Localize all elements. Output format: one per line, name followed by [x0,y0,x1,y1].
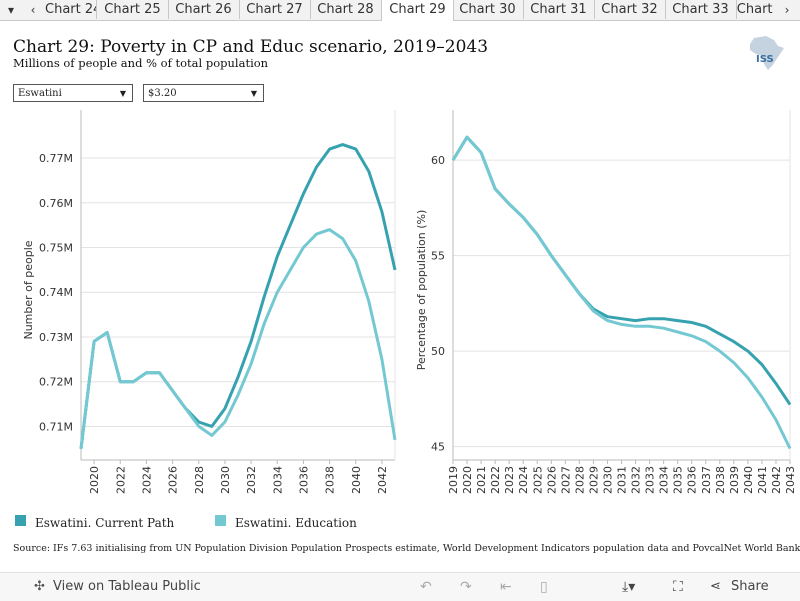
tableau-icon: ✣ [34,579,45,594]
x-tick-label: 2037 [700,466,713,494]
legend-label-current-path: Eswatini. Current Path [35,516,175,530]
x-tick-label: 2040 [350,466,363,494]
x-tick-label: 2034 [271,466,284,494]
x-tick-label: 2032 [630,466,643,494]
chevron-down-icon: ▼ [119,89,126,98]
x-tick-label: 2021 [475,466,488,494]
legend-label-education: Eswatini. Education [235,516,357,530]
legend-swatch-education [215,515,226,526]
tab-chart-29[interactable]: Chart 29 [381,0,454,21]
tab-prev-button[interactable]: ‹ [30,3,36,17]
tab-next-button[interactable]: › [776,0,798,20]
x-tick-label: 2020 [88,466,101,494]
tab-chart-28[interactable]: Chart 28 [310,0,382,19]
tab-chart-26[interactable]: Chart 26 [168,0,240,19]
view-on-tableau-label: View on Tableau Public [53,579,201,594]
pause-icon[interactable]: ▯ [540,579,548,595]
x-tick-label: 2038 [324,466,337,494]
x-tick-label: 2036 [297,466,310,494]
africa-map-icon [750,36,784,70]
x-tick-label: 2025 [531,466,544,494]
x-tick-label: 2039 [728,466,741,494]
y-tick-label: 0.75M [39,242,73,255]
x-tick-label: 2038 [714,466,727,494]
x-tick-label: 2027 [559,466,572,494]
logo-text: ISS [756,54,774,65]
share-button[interactable]: ⋖ Share [710,573,769,601]
x-tick-label: 2032 [245,466,258,494]
tableau-footer: ✣ View on Tableau Public ↶ ↷ ⇤ ▯ ⤓▾ ⛶ ⋖ … [0,572,800,601]
country-dropdown-value: Eswatini [18,88,62,99]
share-icon: ⋖ [710,579,721,594]
y-tick-label: 0.76M [39,197,73,210]
x-tick-label: 2029 [587,466,600,494]
x-tick-label: 2042 [770,466,783,494]
redo-icon[interactable]: ↷ [460,579,472,595]
x-tick-label: 2033 [644,466,657,494]
x-tick-label: 2026 [545,466,558,494]
tab-bar: ▾ ‹ Chart 24 Chart 25 Chart 26 Chart 27 Char… [0,0,800,21]
threshold-dropdown[interactable]: $3.20 ▼ [143,84,264,102]
y-tick-label: 0.72M [39,376,73,389]
x-tick-label: 2031 [616,466,629,494]
y-tick-label: 0.77M [39,152,73,165]
series-line-current-path [451,135,792,406]
x-tick-label: 2034 [658,466,671,494]
x-tick-label: 2042 [376,466,389,494]
download-icon[interactable]: ⤓▾ [622,579,636,595]
x-tick-label: 2040 [742,466,755,494]
x-tick-label: 2035 [672,466,685,494]
undo-icon[interactable]: ↶ [420,579,432,595]
page-subtitle: Millions of people and % of total popula… [13,56,269,70]
fullscreen-icon[interactable]: ⛶ [673,579,683,595]
x-tick-label: 2026 [167,466,180,494]
x-tick-label: 2022 [114,466,127,494]
series-line-education [451,135,792,450]
share-label: Share [731,579,769,594]
tab-chart-30[interactable]: Chart 30 [452,0,524,19]
y-tick-label: 0.73M [39,331,73,344]
x-tick-label: 2030 [219,466,232,494]
x-tick-label: 2024 [140,466,153,494]
iss-africa-logo: ISS [740,34,792,72]
x-tick-label: 2028 [573,466,586,494]
y-tick-label: 45 [431,441,445,454]
x-tick-label: 2019 [447,466,460,494]
percentage-of-population-chart: 45 50 55 60 2019 2020 2021 2022 2023 2024 2025 2026… [415,110,797,494]
revert-icon[interactable]: ⇤ [500,579,512,595]
y-tick-label: 55 [431,250,445,263]
y-axis-title: Number of people [22,240,35,339]
country-dropdown[interactable]: Eswatini ▼ [13,84,133,102]
x-tick-label: 2030 [601,466,614,494]
tab-chart-24[interactable]: Chart 24 [45,0,97,19]
x-tick-label: 2041 [756,466,769,494]
y-tick-label: 0.71M [39,420,73,433]
threshold-dropdown-value: $3.20 [148,88,177,99]
x-tick-label: 2036 [686,466,699,494]
tab-chart-32[interactable]: Chart 32 [594,0,666,19]
x-tick-label: 2022 [489,466,502,494]
tab-chart-33[interactable]: Chart 33 [665,0,737,19]
legend-swatch-current-path [15,515,26,526]
y-tick-label: 50 [431,345,445,358]
tab-menu-button[interactable]: ▾ [7,3,15,17]
y-tick-label: 0.74M [39,286,73,299]
x-tick-label: 2043 [784,466,797,494]
chevron-down-icon: ▼ [250,89,257,98]
view-on-tableau-link[interactable]: ✣ View on Tableau Public [34,573,201,601]
tab-chart-31[interactable]: Chart 31 [523,0,595,19]
page-title: Chart 29: Poverty in CP and Educ scenari… [13,37,489,57]
x-tick-label: 2024 [517,466,530,494]
x-tick-label: 2028 [193,466,206,494]
x-tick-label: 2023 [503,466,516,494]
series-line-education [79,228,397,449]
y-tick-label: 60 [431,154,445,167]
tab-chart-25[interactable]: Chart 25 [97,0,169,19]
series-line-current-path [79,143,397,449]
y-axis-title: Percentage of population (%) [415,210,428,371]
tab-chart-27[interactable]: Chart 27 [239,0,311,19]
source-note: Source: IFs 7.63 initialising from UN Po… [13,543,800,554]
x-tick-label: 2020 [461,466,474,494]
number-of-people-chart: 0.71M 0.72M 0.73M 0.74M 0.75M 0.76M 0.77M 2020 2… [22,110,397,494]
